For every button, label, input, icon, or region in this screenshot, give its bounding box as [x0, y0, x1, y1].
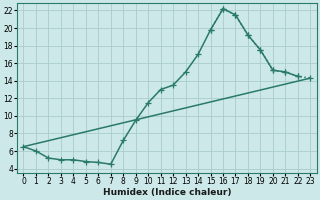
X-axis label: Humidex (Indice chaleur): Humidex (Indice chaleur) [103, 188, 231, 197]
